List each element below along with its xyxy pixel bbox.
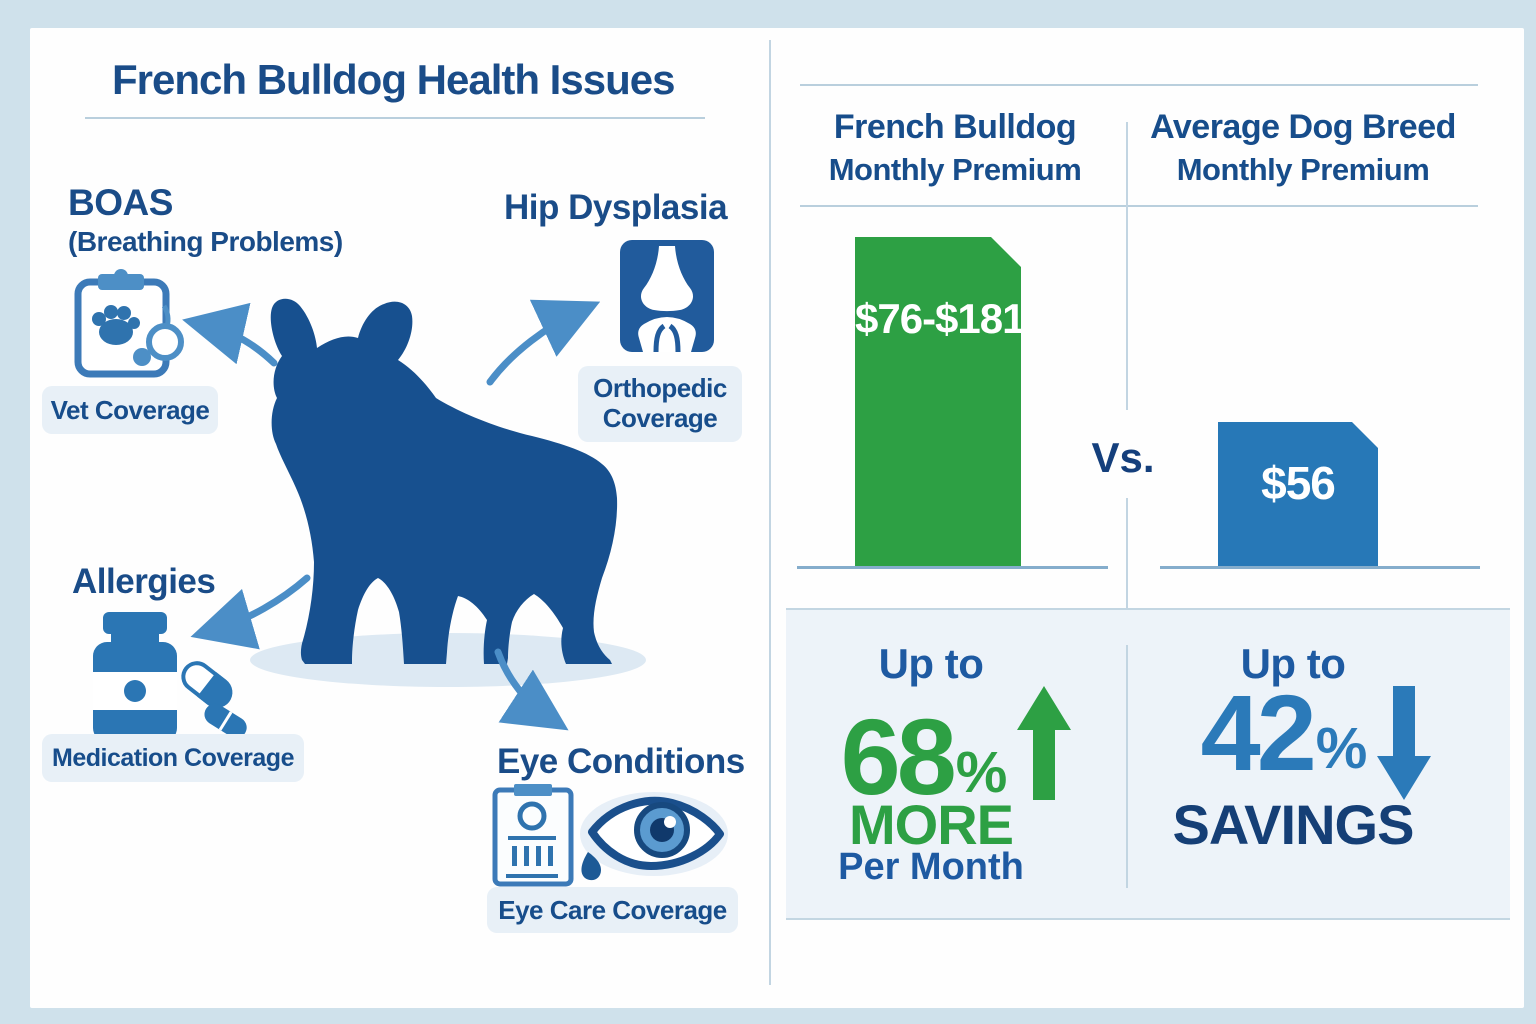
stat-left-percent: % [955, 739, 1008, 805]
header-line2: Monthly Premium [1176, 152, 1430, 187]
eye-chart-eye-icon [492, 784, 728, 887]
column-header-average-breed: Average Dog Breed Monthly Premium [1143, 108, 1463, 188]
stats-divider [1126, 645, 1128, 888]
arrow-to-medication [190, 574, 311, 650]
header-line1: French Bulldog [833, 108, 1077, 146]
comparison-top-rule [800, 84, 1478, 86]
column-divider-lower [1126, 498, 1128, 608]
column-divider-upper [1126, 122, 1128, 410]
issue-label-eye-conditions: Eye Conditions [497, 742, 745, 781]
issue-label-hip-dysplasia: Hip Dysplasia [504, 188, 728, 227]
stat-right-emphasis: SAVINGS [1172, 793, 1415, 856]
stat-left-suffix: Per Month [838, 846, 1024, 888]
stats-panel [786, 608, 1510, 920]
coverage-pill-medication: Medication Coverage [42, 734, 304, 782]
bar-baseline-right [1160, 566, 1480, 569]
stat-left-value: 68 [840, 695, 957, 817]
issue-label-allergies: Allergies [72, 562, 216, 601]
stat-left-prefix: Up to [878, 640, 984, 687]
bar-french-bulldog-premium: $76-$181 [855, 237, 1021, 568]
header-line2: Monthly Premium [828, 152, 1082, 187]
stat-right-prefix: Up to [1240, 640, 1346, 687]
stat-left-number: 68 % [786, 686, 1126, 817]
issue-sublabel-boas: (Breathing Problems) [68, 226, 343, 257]
coverage-pill-orthopedic: Orthopedic Coverage [578, 366, 742, 442]
coverage-pill-eye-care: Eye Care Coverage [487, 887, 738, 933]
clipboard-paw-stethoscope-icon [74, 269, 184, 378]
arrow-to-vet-coverage [182, 302, 278, 367]
down-arrow-icon [1377, 686, 1432, 800]
medicine-bottle-pills-icon [93, 612, 247, 742]
stat-right-number: 42 % [1136, 671, 1496, 800]
bar-value-label: $76-$181 [855, 295, 1025, 342]
panel-divider [769, 40, 771, 985]
issue-label-boas: BOAS [68, 182, 173, 223]
teardrop-icon [581, 852, 601, 881]
stat-right-percent: % [1315, 715, 1368, 781]
bar-value-label: $56 [1261, 457, 1335, 509]
stat-left-emphasis: MORE [849, 793, 1014, 856]
bar-average-breed-premium: $56 [1218, 422, 1378, 568]
coverage-pill-vet: Vet Coverage [42, 386, 218, 434]
joint-xray-icon [620, 240, 714, 352]
title-underline [85, 117, 705, 119]
arrow-to-orthopedic [486, 299, 601, 386]
page-title: French Bulldog Health Issues [112, 56, 675, 103]
up-arrow-icon [1017, 686, 1072, 800]
arrow-to-eye-care [494, 648, 569, 731]
comparison-header-rule [800, 205, 1478, 207]
french-bulldog-silhouette [182, 298, 646, 731]
header-line1: Average Dog Breed [1150, 108, 1456, 146]
stat-right-value: 42 [1200, 671, 1317, 793]
vs-label: Vs. [1091, 434, 1155, 481]
column-header-french-bulldog: French Bulldog Monthly Premium [795, 108, 1115, 188]
bar-baseline-left [797, 566, 1108, 569]
